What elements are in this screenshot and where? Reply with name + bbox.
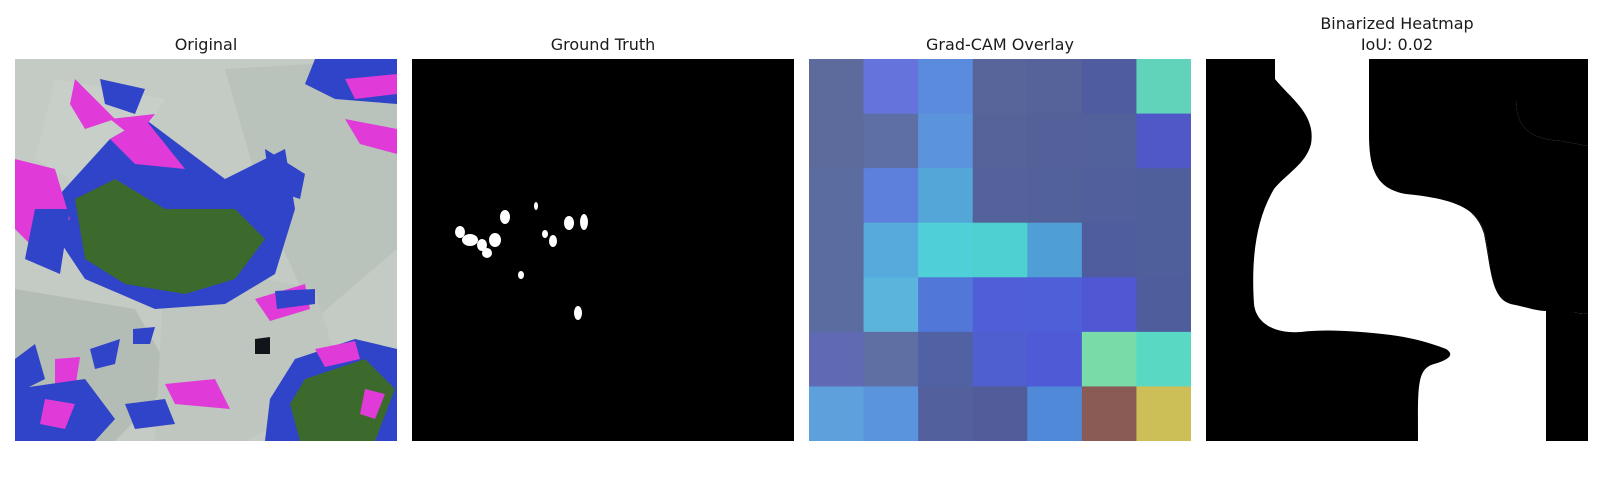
gradcam-cell bbox=[1136, 113, 1191, 169]
gradcam-cell bbox=[1136, 168, 1191, 224]
ground-truth-mask bbox=[412, 59, 794, 441]
gradcam-cell bbox=[1027, 113, 1083, 169]
gradcam-cell bbox=[1081, 59, 1138, 115]
gradcam-cell bbox=[863, 168, 919, 224]
gradcam-cell bbox=[918, 59, 974, 115]
gradcam-cell bbox=[1027, 277, 1083, 333]
gradcam-cell bbox=[1136, 331, 1191, 388]
gradcam-cell bbox=[1081, 168, 1138, 224]
gradcam-cell bbox=[972, 277, 1028, 333]
gradcam-cell bbox=[1081, 386, 1138, 441]
gradcam-cell bbox=[863, 331, 919, 388]
gradcam-cell bbox=[1027, 331, 1083, 388]
gradcam-cell bbox=[809, 113, 865, 169]
gradcam-cell bbox=[863, 113, 919, 169]
gradcam-cell bbox=[809, 386, 865, 441]
gradcam-cell bbox=[1136, 222, 1191, 278]
binarized-title: Binarized Heatmap bbox=[1320, 14, 1474, 33]
gradcam-cell bbox=[809, 277, 865, 333]
gradcam-cell bbox=[1136, 59, 1191, 115]
gradcam-cell bbox=[863, 222, 919, 278]
gradcam-cell bbox=[918, 113, 974, 169]
gradcam-cell bbox=[1081, 331, 1138, 388]
gradcam-cell bbox=[918, 222, 974, 278]
gradcam-cell bbox=[863, 386, 919, 441]
gradcam-cell bbox=[863, 59, 919, 115]
gradcam-cell bbox=[809, 222, 865, 278]
gradcam-cell bbox=[1081, 113, 1138, 169]
gradcam-cell bbox=[1027, 222, 1083, 278]
ground-truth-title: Ground Truth bbox=[550, 35, 656, 54]
gradcam-cell bbox=[809, 168, 865, 224]
gradcam-cell bbox=[972, 59, 1028, 115]
gradcam-title: Grad-CAM Overlay bbox=[926, 35, 1074, 54]
gradcam-cell bbox=[1027, 168, 1083, 224]
gradcam-cell bbox=[918, 277, 974, 333]
gradcam-cell bbox=[1136, 277, 1191, 333]
gradcam-cell bbox=[1081, 277, 1138, 333]
gradcam-cell bbox=[918, 168, 974, 224]
gradcam-cell bbox=[809, 331, 865, 388]
gradcam-cell bbox=[809, 59, 865, 115]
gradcam-cell bbox=[972, 168, 1028, 224]
original-title: Original bbox=[174, 35, 238, 54]
gradcam-cell bbox=[972, 222, 1028, 278]
gradcam-cell bbox=[1081, 222, 1138, 278]
binarized-heatmap bbox=[1206, 59, 1588, 441]
gradcam-cell bbox=[972, 386, 1028, 441]
gradcam-cell bbox=[1136, 386, 1191, 441]
gradcam-cell bbox=[863, 277, 919, 333]
gradcam-overlay bbox=[809, 59, 1191, 441]
gradcam-cell bbox=[918, 386, 974, 441]
gradcam-cell bbox=[918, 331, 974, 388]
gradcam-cell bbox=[1027, 59, 1083, 115]
iou-label: IoU: 0.02 bbox=[1360, 35, 1434, 54]
gradcam-cell bbox=[1027, 386, 1083, 441]
gradcam-cell bbox=[972, 331, 1028, 388]
original-image bbox=[15, 59, 397, 441]
gradcam-cell bbox=[972, 113, 1028, 169]
